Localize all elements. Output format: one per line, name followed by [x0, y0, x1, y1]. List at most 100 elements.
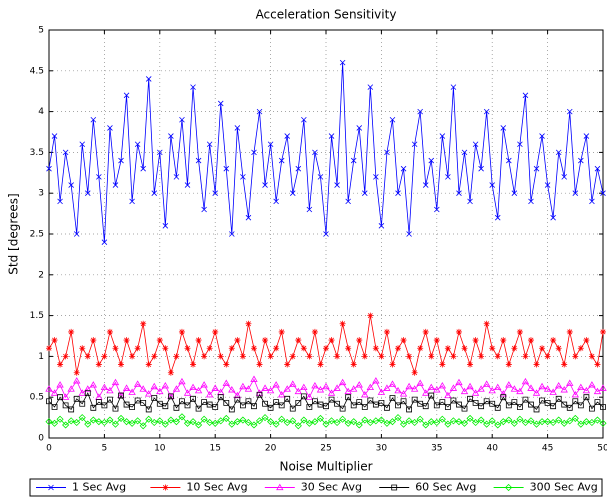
data-point	[212, 190, 218, 196]
data-point	[206, 345, 213, 352]
data-point	[338, 378, 347, 386]
data-point	[190, 395, 196, 402]
data-point	[571, 390, 579, 398]
data-point	[478, 353, 485, 360]
data-point	[510, 419, 518, 427]
data-point	[294, 387, 302, 395]
data-point	[539, 397, 545, 404]
data-point	[90, 337, 97, 344]
data-point	[594, 399, 601, 405]
data-point	[589, 198, 595, 205]
data-point	[289, 405, 296, 412]
legend-marker	[162, 484, 169, 491]
data-point	[555, 149, 562, 156]
data-point	[51, 133, 58, 139]
data-point	[150, 418, 158, 427]
data-point	[267, 141, 274, 148]
legend-box	[29, 478, 603, 497]
data-point	[129, 198, 135, 205]
data-point	[106, 386, 114, 394]
data-point	[450, 353, 457, 360]
y-tick-label: 2	[38, 270, 44, 280]
data-point	[566, 379, 574, 386]
data-point	[477, 416, 485, 424]
data-point	[266, 386, 275, 394]
data-point	[455, 378, 463, 386]
data-point	[372, 377, 380, 384]
data-point	[205, 390, 214, 398]
data-point	[406, 231, 412, 237]
data-point	[56, 381, 64, 388]
data-point	[516, 328, 523, 335]
data-point	[168, 133, 174, 139]
data-point	[506, 157, 512, 164]
data-point	[201, 353, 208, 360]
data-point	[406, 353, 413, 360]
data-point	[422, 421, 430, 429]
data-point	[201, 399, 208, 405]
legend-marker	[505, 483, 513, 492]
data-point	[450, 84, 457, 90]
data-point	[428, 353, 435, 360]
data-point	[84, 390, 91, 397]
data-point	[67, 385, 75, 392]
data-point	[278, 328, 285, 335]
data-point	[267, 418, 275, 426]
x-tick-label: 50	[597, 444, 607, 454]
data-point	[544, 418, 552, 426]
data-point	[467, 361, 474, 368]
data-point	[178, 328, 185, 335]
data-point	[588, 418, 596, 427]
data-point	[245, 320, 252, 327]
data-point	[395, 345, 402, 352]
series-line	[48, 392, 604, 411]
data-point	[295, 337, 302, 344]
data-point	[278, 415, 286, 423]
data-point	[267, 404, 274, 411]
data-point	[211, 384, 219, 391]
data-point	[194, 386, 203, 394]
data-point	[355, 381, 363, 388]
x-tick-label: 35	[431, 444, 442, 454]
data-point	[544, 400, 551, 406]
data-point	[339, 320, 346, 327]
data-point	[145, 415, 153, 423]
data-point	[521, 418, 530, 427]
data-point	[428, 157, 435, 164]
data-point	[68, 182, 74, 188]
data-point	[461, 345, 468, 352]
data-point	[395, 402, 401, 409]
data-point	[405, 417, 413, 425]
data-point	[444, 391, 452, 399]
data-point	[101, 353, 108, 360]
data-point	[145, 76, 152, 82]
data-point	[372, 417, 380, 425]
data-point	[438, 415, 446, 423]
data-point	[560, 386, 568, 393]
data-point	[145, 390, 153, 397]
data-point	[361, 190, 368, 196]
data-point	[284, 361, 291, 368]
data-point	[107, 396, 113, 403]
y-tick-label: 4	[38, 107, 44, 117]
data-point	[460, 419, 469, 427]
data-point	[344, 419, 352, 427]
data-point	[317, 401, 324, 408]
data-point	[583, 337, 590, 344]
data-point	[295, 165, 302, 172]
data-point	[140, 320, 147, 327]
data-point	[223, 400, 230, 406]
data-point	[366, 383, 375, 391]
y-axis-label: Std [degrees]	[7, 193, 21, 274]
data-point	[439, 399, 446, 405]
x-tick-label: 5	[102, 444, 108, 454]
data-point	[311, 381, 319, 389]
data-point	[566, 417, 574, 425]
x-axis-label: Noise Multiplier	[279, 460, 372, 474]
data-point	[305, 393, 314, 400]
data-point	[555, 416, 563, 424]
data-point	[539, 133, 545, 139]
data-point	[361, 404, 368, 410]
data-point	[118, 361, 125, 368]
data-point	[366, 418, 374, 427]
